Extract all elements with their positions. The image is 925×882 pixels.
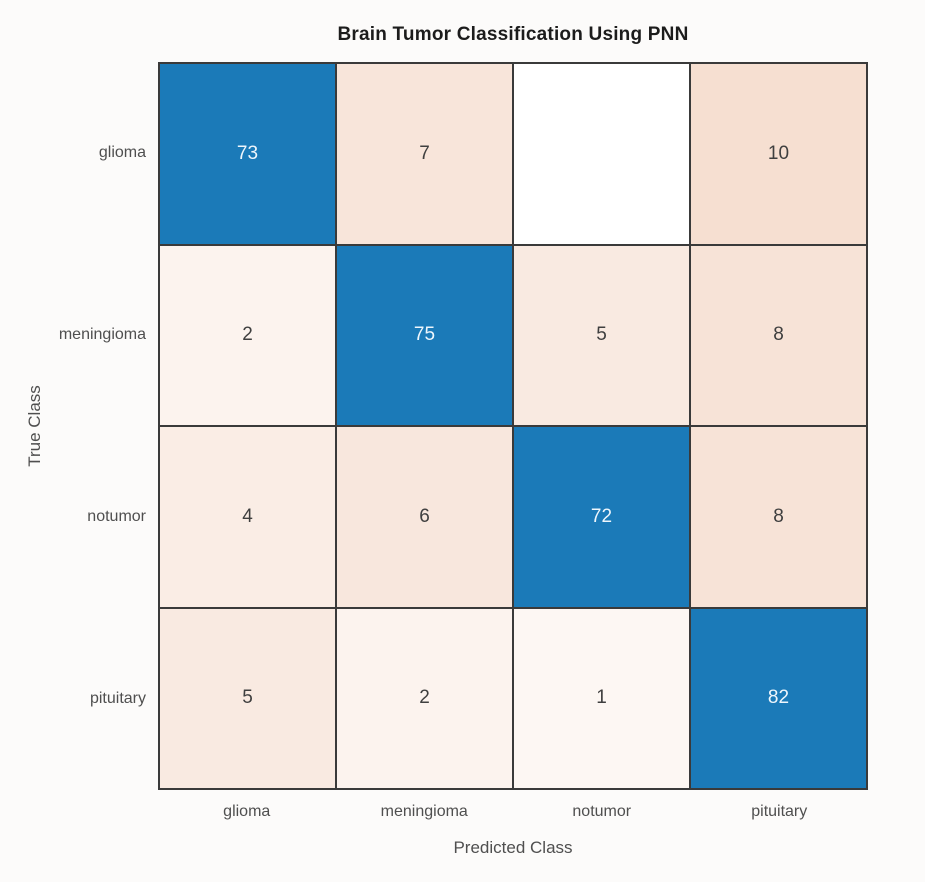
y-tick-label: notumor (87, 508, 146, 525)
x-tick-label: pituitary (751, 803, 808, 820)
matrix-cell: 10 (691, 64, 866, 244)
confusion-matrix-grid: 73 7 10 2 75 5 8 4 6 72 8 5 2 1 82 (158, 62, 868, 790)
y-axis-title-wrap: True Class (20, 306, 50, 546)
y-tick-label: pituitary (89, 690, 146, 707)
matrix-cell: 7 (337, 64, 512, 244)
x-tick-label: meningioma (380, 803, 468, 820)
chart-title: Brain Tumor Classification Using PNN (337, 24, 689, 45)
matrix-cell: 72 (514, 427, 689, 607)
matrix-cell: 8 (691, 427, 866, 607)
matrix-cell: 5 (160, 608, 335, 788)
matrix-cell: 4 (160, 427, 335, 607)
matrix-cell: 75 (337, 245, 512, 425)
matrix-cell: 8 (691, 245, 866, 425)
x-axis-title: Predicted Class (453, 838, 573, 857)
x-tick-label: glioma (223, 803, 271, 820)
matrix-cell: 1 (514, 608, 689, 788)
x-tick-label: notumor (572, 803, 632, 820)
matrix-cell: 5 (514, 245, 689, 425)
matrix-cell: 82 (691, 608, 866, 788)
matrix-cell (514, 64, 689, 244)
y-axis-title: True Class (25, 385, 44, 467)
matrix-cell: 2 (160, 245, 335, 425)
matrix-cell: 2 (337, 608, 512, 788)
y-tick-label: glioma (98, 144, 146, 161)
matrix-cell: 73 (160, 64, 335, 244)
matrix-cell: 6 (337, 427, 512, 607)
y-tick-label: meningioma (58, 326, 146, 343)
